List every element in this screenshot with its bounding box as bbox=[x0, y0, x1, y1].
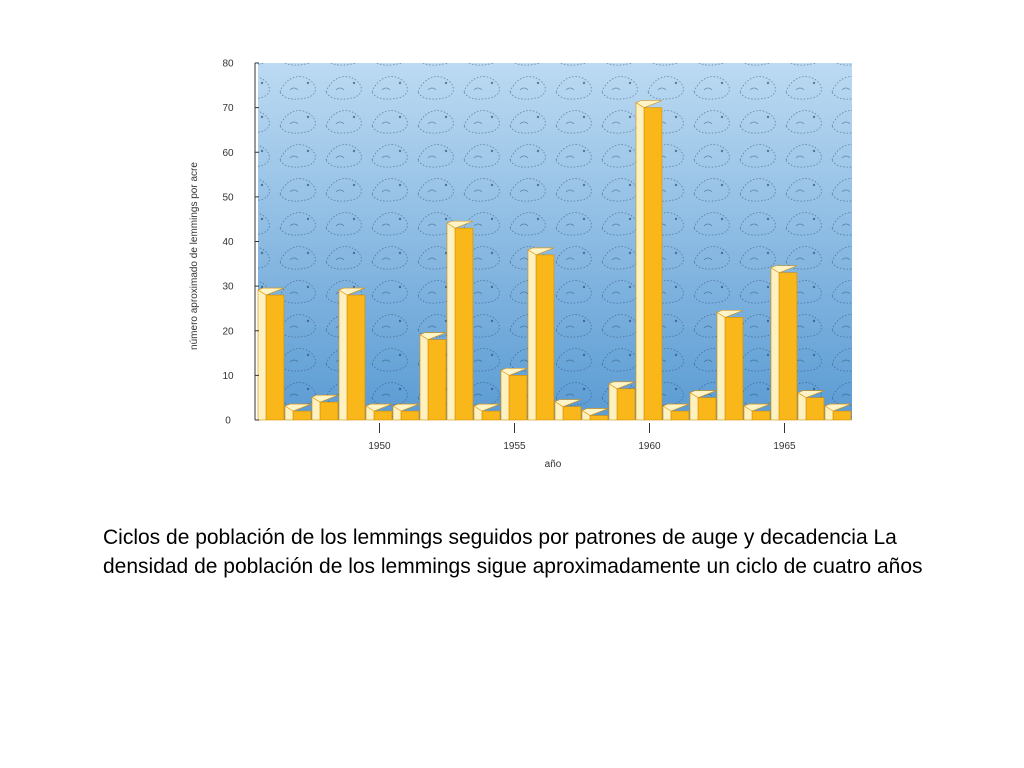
bar-front-face bbox=[805, 397, 825, 421]
bar bbox=[338, 287, 366, 421]
bar-top-face bbox=[311, 394, 339, 403]
bar-top-face bbox=[284, 403, 312, 412]
bar-top-face bbox=[581, 408, 609, 416]
bar-top-face bbox=[608, 381, 636, 390]
bar-side-face bbox=[446, 222, 456, 421]
y-tick-label: 0 bbox=[225, 416, 231, 427]
bar-top-face bbox=[743, 403, 771, 412]
y-axis: 0 10 20 30 40 50 60 70 80 bbox=[222, 59, 259, 427]
bar bbox=[554, 399, 582, 421]
bar-front-face bbox=[346, 294, 366, 421]
bar-top-face bbox=[689, 390, 717, 399]
bar bbox=[500, 368, 528, 421]
bar-side-face bbox=[527, 249, 537, 421]
bar bbox=[689, 390, 717, 421]
bar-top-face bbox=[419, 332, 447, 341]
y-tick-label: 80 bbox=[222, 59, 234, 70]
bar-series bbox=[257, 100, 852, 421]
y-tick-label: 70 bbox=[222, 103, 234, 114]
bar-front-face bbox=[535, 254, 555, 421]
x-axis-title: año bbox=[545, 459, 562, 470]
bar-front-face bbox=[265, 294, 285, 421]
bar bbox=[581, 408, 609, 421]
bar bbox=[419, 332, 447, 421]
y-axis-title: número aproximado de lemmings por acre bbox=[189, 162, 200, 350]
x-tick-label: 1965 bbox=[773, 441, 796, 452]
bar-front-face bbox=[643, 107, 663, 421]
bar-top-face bbox=[257, 287, 285, 296]
bar bbox=[446, 220, 474, 421]
bar bbox=[608, 381, 636, 421]
figure-caption: Ciclos de población de los lemmings segu… bbox=[103, 526, 923, 578]
bar-top-face bbox=[500, 368, 528, 376]
bar bbox=[392, 403, 420, 421]
bar-side-face bbox=[257, 289, 267, 421]
bar-top-face bbox=[446, 220, 474, 229]
bar-top-face bbox=[392, 403, 420, 412]
bar-front-face bbox=[616, 388, 636, 421]
bar-front-face bbox=[508, 375, 528, 421]
bar bbox=[257, 287, 285, 421]
bar-front-face bbox=[427, 339, 447, 421]
y-tick-label: 30 bbox=[222, 282, 234, 293]
y-tick-label: 40 bbox=[222, 237, 234, 248]
bar-front-face bbox=[670, 410, 690, 421]
x-axis: 1950 1955 1960 1965 bbox=[368, 423, 796, 452]
bar-front-face bbox=[832, 410, 852, 421]
bar bbox=[770, 265, 798, 421]
bar-top-face bbox=[473, 403, 501, 412]
bar-top-face bbox=[797, 390, 825, 399]
bar-side-face bbox=[635, 102, 645, 421]
bar-front-face bbox=[751, 410, 771, 421]
bar-front-face bbox=[697, 397, 717, 421]
bar-top-face bbox=[527, 247, 555, 256]
bar bbox=[311, 394, 339, 421]
bar-side-face bbox=[419, 334, 429, 421]
bar-front-face bbox=[481, 410, 501, 421]
bar-top-face bbox=[824, 403, 852, 412]
bar-top-face bbox=[338, 287, 366, 296]
bar-side-face bbox=[716, 312, 726, 421]
bar-front-face bbox=[778, 272, 798, 421]
x-tick-label: 1960 bbox=[638, 441, 661, 452]
bar-top-face bbox=[635, 100, 663, 108]
bar bbox=[824, 403, 852, 421]
bar-front-face bbox=[724, 317, 744, 421]
bar-front-face bbox=[400, 410, 420, 421]
x-tick-label: 1950 bbox=[368, 441, 391, 452]
bar-front-face bbox=[319, 401, 339, 421]
bar-side-face bbox=[500, 370, 510, 421]
bar bbox=[527, 247, 555, 421]
bar-front-face bbox=[589, 415, 609, 421]
bar-top-face bbox=[716, 310, 744, 318]
bar-side-face bbox=[608, 383, 618, 421]
x-tick-label: 1955 bbox=[503, 441, 526, 452]
y-tick-label: 10 bbox=[222, 371, 234, 382]
bar bbox=[473, 403, 501, 421]
bar bbox=[284, 403, 312, 421]
y-tick-label: 20 bbox=[222, 326, 234, 337]
y-tick-label: 60 bbox=[222, 148, 234, 159]
bar-front-face bbox=[373, 410, 393, 421]
bar-front-face bbox=[562, 406, 582, 421]
bar bbox=[743, 403, 771, 421]
bar-top-face bbox=[554, 399, 582, 407]
bar-side-face bbox=[770, 267, 780, 421]
y-tick-label: 50 bbox=[222, 192, 234, 203]
bar-top-face bbox=[662, 403, 690, 412]
bar-top-face bbox=[770, 265, 798, 274]
bar bbox=[797, 390, 825, 421]
bar bbox=[365, 403, 393, 421]
bar-front-face bbox=[292, 410, 312, 421]
lemming-population-chart: 0 10 20 30 40 50 60 70 80 1950 1955 1960 1965 año n… bbox=[189, 59, 852, 470]
bar-top-face bbox=[365, 403, 393, 412]
bar bbox=[716, 310, 744, 421]
bar bbox=[662, 403, 690, 421]
bar-front-face bbox=[454, 227, 474, 421]
bar-side-face bbox=[338, 289, 348, 421]
bar bbox=[635, 100, 663, 421]
